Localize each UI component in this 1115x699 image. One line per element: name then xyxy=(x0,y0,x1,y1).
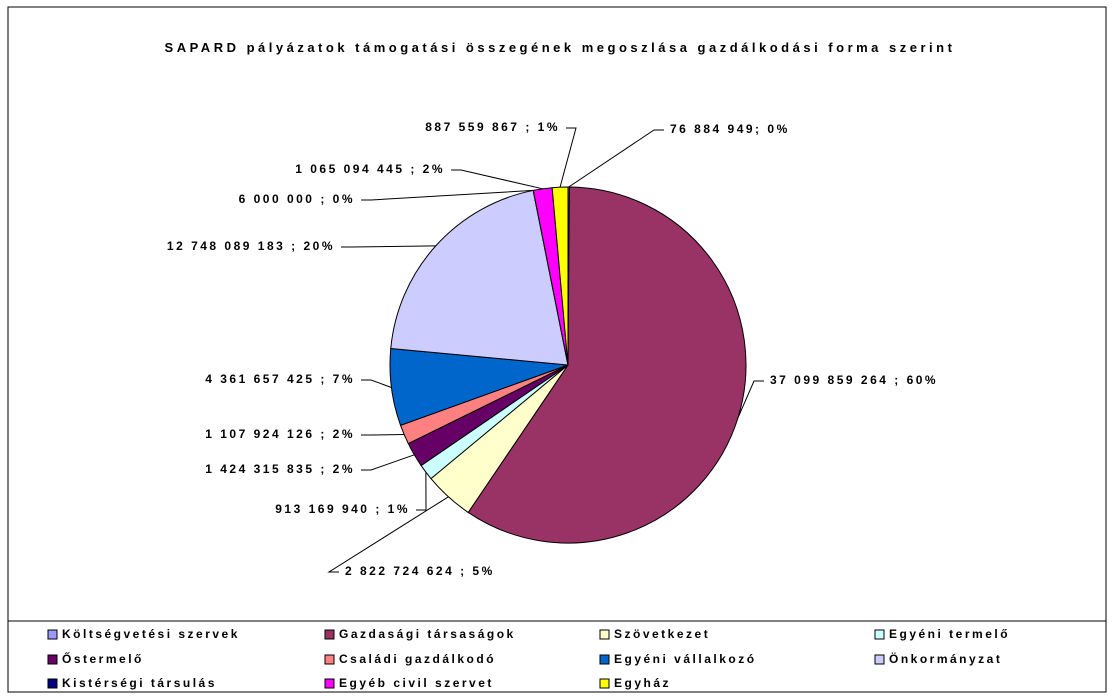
legend-border xyxy=(7,620,1107,693)
leader-line xyxy=(559,127,577,188)
legend-swatch xyxy=(599,629,610,640)
legend-label: Őstermelő xyxy=(62,651,144,666)
legend-label: Költségvetési szervek xyxy=(62,627,240,641)
leader-line xyxy=(568,129,664,188)
legend-label: Családi gazdálkodó xyxy=(339,652,496,666)
leader-line xyxy=(451,169,543,190)
legend-swatch xyxy=(324,678,335,689)
legend-label: Gazdasági társaságok xyxy=(339,627,516,641)
legend-swatch xyxy=(599,678,610,689)
data-label: 1 424 315 835 ; 2% xyxy=(205,462,355,476)
legend-label: Egyház xyxy=(614,676,671,690)
leader-line xyxy=(361,454,415,471)
legend-label: Kistérségi társulás xyxy=(62,676,217,690)
legend-label: Egyéni vállalkozó xyxy=(614,652,757,666)
data-label: 1 107 924 126 ; 2% xyxy=(205,427,355,441)
legend-swatch xyxy=(324,654,335,665)
data-label: 2 822 724 624 ; 5% xyxy=(345,564,495,578)
data-label: 6 000 000 ; 0% xyxy=(239,192,355,206)
data-label: 12 748 089 183 ; 20% xyxy=(167,239,335,253)
leader-line xyxy=(737,380,764,419)
legend-swatch xyxy=(324,629,335,640)
chart-title: SAPARD pályázatok támogatási összegének … xyxy=(164,40,956,55)
data-label: 913 169 940 ; 1% xyxy=(275,502,410,516)
data-label: 4 361 657 425 ; 7% xyxy=(205,372,355,386)
legend-label: Szövetkezet xyxy=(614,627,710,641)
data-label: 1 065 094 445 ; 2% xyxy=(295,162,445,176)
leader-line xyxy=(361,189,534,201)
legend-swatch xyxy=(874,654,885,665)
legend-swatch xyxy=(599,654,610,665)
pie-slice xyxy=(390,189,569,366)
leader-line xyxy=(361,379,392,388)
legend-label: Egyéb civil szervet xyxy=(339,676,494,690)
data-label: 37 099 859 264 ; 60% xyxy=(770,373,938,387)
data-label: 887 559 867 ; 1% xyxy=(425,120,560,134)
legend-swatch xyxy=(47,678,58,689)
pie-slice xyxy=(467,186,747,544)
legend-label: Egyéni termelő xyxy=(889,627,1010,641)
leader-line xyxy=(327,496,449,573)
leader-line xyxy=(416,472,427,511)
data-label: 76 884 949; 0% xyxy=(670,122,790,136)
legend-swatch xyxy=(47,654,58,665)
legend-swatch xyxy=(874,629,885,640)
pie-slice xyxy=(551,186,569,366)
legend-label: Önkormányzat xyxy=(889,651,1002,666)
leader-line xyxy=(341,245,436,248)
legend-swatch xyxy=(47,629,58,640)
